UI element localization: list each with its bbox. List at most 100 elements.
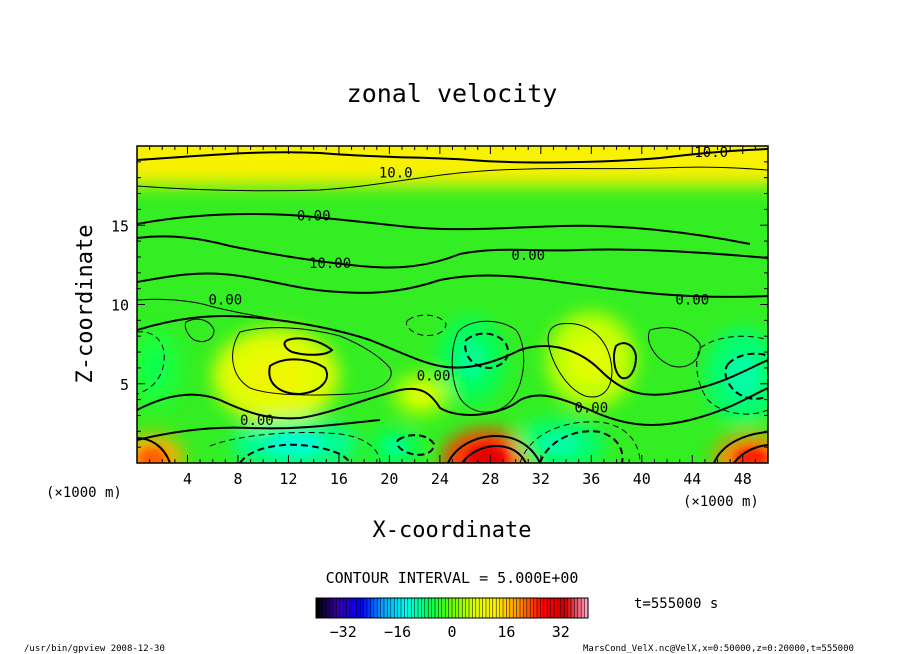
contour-label: 0.00 [574, 400, 608, 416]
y-tick-label: 15 [111, 217, 129, 235]
colorbar-cell [370, 598, 375, 618]
contour-line [696, 335, 768, 415]
colorbar-cell [316, 598, 320, 618]
contour-line [137, 166, 768, 192]
colorbar-cell [418, 598, 422, 618]
x-tick-label: 12 [279, 470, 297, 488]
x-axis-ticks: 4 8 12 16 20 24 28 32 36 40 44 48 [149, 146, 756, 488]
contour-line [137, 437, 171, 463]
contour-line [184, 318, 215, 343]
contour-line [137, 298, 291, 323]
field-core-layer [137, 338, 768, 463]
colorbar-cell [356, 598, 361, 618]
colorbar-cell [360, 598, 365, 618]
colorbar-cell [513, 598, 518, 618]
x-unit-right: (×1000 m) [683, 494, 759, 510]
field-blob-core [247, 354, 305, 398]
contour-label: 0.00 [417, 369, 451, 385]
contour-line [268, 358, 328, 396]
contour-line [447, 434, 541, 463]
y-axis-label: Z-coordinate [73, 225, 98, 384]
colorbar-cell [445, 598, 450, 618]
x-axis-label: X-coordinate [373, 518, 532, 543]
colorbar-cell [435, 598, 439, 618]
contour-line [137, 331, 165, 395]
x-tick-label: 20 [380, 470, 398, 488]
colorbar-frame [315, 597, 589, 619]
contour-line [519, 421, 641, 463]
contour-line [137, 235, 768, 269]
colorbar-cell [428, 598, 433, 618]
contour-line [137, 387, 768, 426]
colorbar-cell [452, 598, 456, 618]
colorbar-cell [438, 598, 443, 618]
chart-title: zonal velocity [347, 79, 558, 108]
contour-line [396, 434, 436, 456]
colorbar-cell [472, 598, 477, 618]
colorbar-cell [533, 598, 538, 618]
colorbar-cell [455, 598, 460, 618]
contour-line [239, 443, 351, 463]
colorbar-cell [516, 598, 521, 618]
colorbar-cell [503, 598, 507, 618]
colorbar-cell [540, 598, 545, 618]
field-blob-core [725, 354, 760, 398]
colorbar-cell [441, 598, 446, 618]
y-tick-label: 10 [111, 297, 129, 315]
colorbar-cell [326, 598, 331, 618]
contour-line [137, 314, 768, 396]
colorbar-cell [499, 598, 504, 618]
colorbar-cell [469, 598, 473, 618]
colorbar-cell [380, 598, 385, 618]
colorbar-cell [574, 598, 579, 618]
colorbar-cell [577, 598, 582, 618]
contour-line [539, 430, 624, 463]
x-tick-label: 4 [183, 470, 192, 488]
contour-label: 0.00 [675, 293, 709, 309]
field-blob-core [734, 447, 768, 463]
colorbar-cell [346, 598, 351, 618]
contour-line [648, 327, 701, 368]
colorbar-tick-label: 16 [497, 623, 515, 641]
contour-labels: 10.0 10.0 0.00 10.00 0.00 0.00 0.00 0.00 0.00 0.0… [208, 146, 728, 429]
colorbar-cell [584, 598, 589, 618]
x-tick-label: 44 [683, 470, 701, 488]
contour-line [405, 314, 447, 337]
x-tick-label: 16 [330, 470, 348, 488]
x-tick-label: 40 [633, 470, 651, 488]
colorbar-cell [336, 598, 341, 618]
colorbar-cell [414, 598, 419, 618]
colorbar-cell [479, 598, 484, 618]
contour-line [547, 323, 613, 398]
contour-line [137, 148, 768, 164]
contour-label: 10.00 [309, 256, 351, 272]
colorbar-cell [581, 598, 586, 618]
colorbar-cell [448, 598, 453, 618]
colorbar-cell [567, 598, 572, 618]
colorbar-ticks: −32 −16 0 16 32 [330, 623, 570, 641]
colorbar-cell [319, 598, 324, 618]
colorbar-cell [482, 598, 487, 618]
contour-line [464, 332, 509, 370]
contour-line [724, 352, 768, 400]
colorbar-cell [492, 598, 497, 618]
colorbar-cell [486, 598, 490, 618]
colorbar-cell [353, 598, 358, 618]
field-blob-core [137, 447, 167, 463]
contour-label: 0.00 [240, 413, 274, 429]
contour-line [137, 272, 768, 298]
colorbar-cell [411, 598, 416, 618]
x-unit-left: (×1000 m) [46, 485, 122, 501]
colorbar-cell [431, 598, 436, 618]
colorbar-cell [564, 598, 569, 618]
colorbar [315, 597, 589, 619]
colorbar-cell [421, 598, 426, 618]
contour-label: 10.0 [379, 166, 413, 182]
colorbar-cell [367, 598, 371, 618]
colorbar-cell [506, 598, 511, 618]
contour-label: 0.00 [297, 208, 331, 224]
colorbar-cell [401, 598, 405, 618]
contour-line [232, 327, 392, 396]
footer-right: MarsCond_VelX.nc@VelX,x=0:50000,z=0:2000… [583, 644, 854, 654]
